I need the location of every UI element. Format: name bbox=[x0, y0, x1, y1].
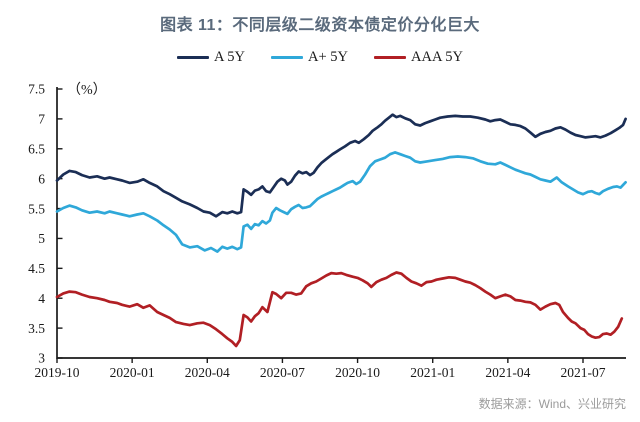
legend-line-swatch bbox=[177, 55, 209, 60]
x-axis-label: 2021-04 bbox=[485, 365, 530, 380]
y-axis-label: 4 bbox=[38, 291, 45, 306]
legend-label: A+ 5Y bbox=[308, 49, 349, 65]
x-axis-label: 2021-07 bbox=[561, 365, 606, 380]
legend-item-aaa-5y: AAA 5Y bbox=[374, 49, 463, 66]
chart-title: 图表 11：不同层级二级资本债定价分化巨大 bbox=[160, 17, 480, 34]
x-axis-label: 2020-10 bbox=[335, 365, 380, 380]
legend-item-a-5y: A+ 5Y bbox=[271, 49, 348, 66]
y-axis-unit-label: （%） bbox=[67, 82, 107, 98]
legend-item-a-5y: A 5Y bbox=[177, 49, 245, 66]
x-axis-label: 2021-01 bbox=[410, 365, 455, 380]
axis-lines bbox=[56, 87, 626, 359]
x-axis-label: 2020-04 bbox=[185, 365, 230, 380]
series-line-aaa-5y bbox=[55, 271, 624, 348]
y-axis-label: 7 bbox=[38, 112, 45, 127]
series-line-a-5y bbox=[55, 151, 627, 253]
legend-line-swatch bbox=[271, 55, 304, 60]
y-axis-label: 5.5 bbox=[28, 201, 45, 216]
y-axis-label: 4.5 bbox=[28, 261, 45, 276]
legend-line-swatch bbox=[374, 55, 407, 60]
data-source-note: 数据来源：Wind、兴业研究 bbox=[478, 397, 626, 411]
y-axis-label: 3.5 bbox=[28, 321, 45, 336]
y-axis-label: 5 bbox=[38, 231, 45, 246]
y-axis-label: 6 bbox=[38, 171, 45, 186]
chart-legend: A 5Y A+ 5Y AAA 5Y bbox=[0, 49, 640, 66]
x-axis-label: 2020-07 bbox=[260, 365, 305, 380]
x-axis-label: 2020-01 bbox=[110, 365, 155, 380]
legend-label: A 5Y bbox=[214, 49, 246, 65]
y-axis-label: 6.5 bbox=[28, 141, 45, 156]
y-axis-label: 7.5 bbox=[28, 82, 45, 97]
legend-label: AAA 5Y bbox=[411, 49, 463, 65]
y-axis-label: 3 bbox=[38, 351, 45, 366]
series-line-a-5y bbox=[55, 113, 627, 218]
x-axis-label: 2019-10 bbox=[35, 365, 80, 380]
